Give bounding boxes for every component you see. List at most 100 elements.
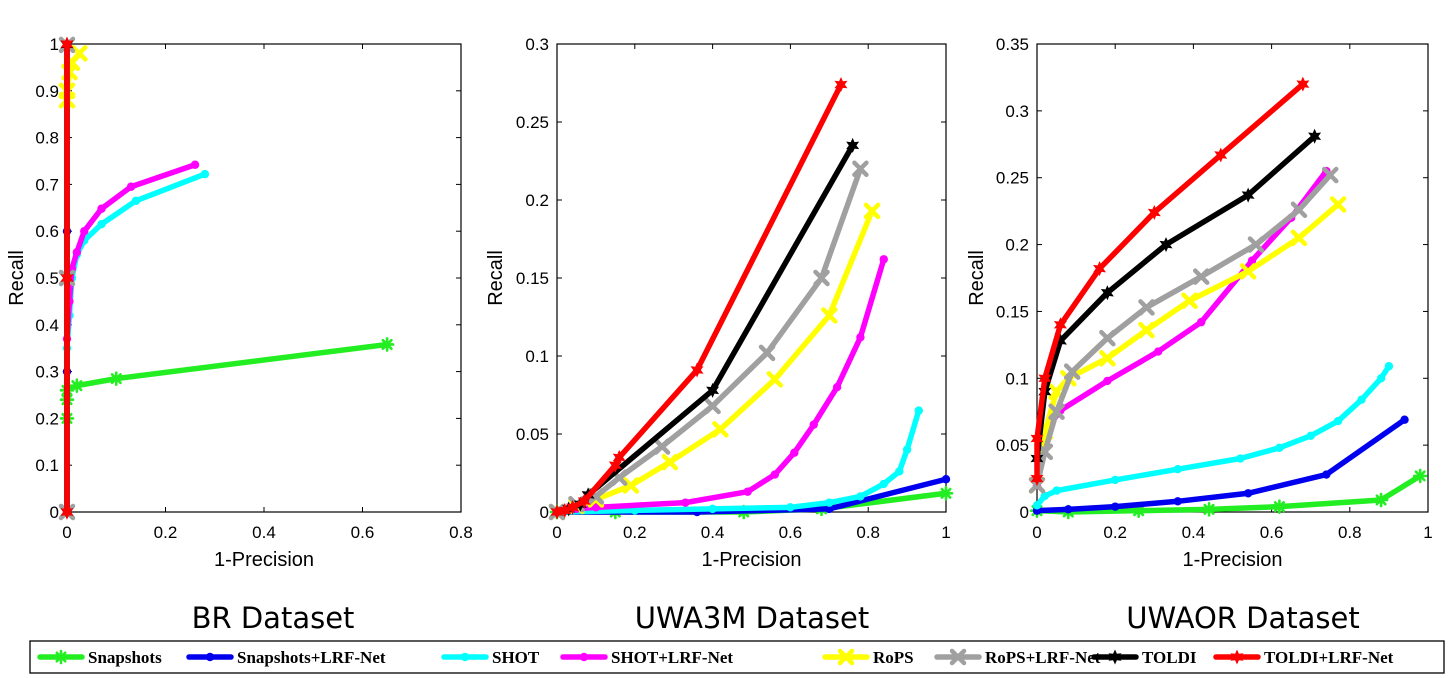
data-point — [612, 449, 626, 465]
data-point — [1384, 362, 1394, 371]
data-point — [379, 337, 395, 352]
panel-title-uwa3m: UWA3M Dataset — [635, 601, 869, 635]
axes-box — [556, 43, 947, 513]
x-tick-label: 0.2 — [623, 523, 647, 542]
series-line — [554, 166, 864, 515]
legend-marker — [579, 652, 589, 662]
y-tick-label: 0.5 — [35, 269, 59, 288]
data-point — [1272, 499, 1287, 514]
y-tick-label: 0 — [50, 503, 59, 522]
y-tick-label: 0 — [1020, 503, 1029, 522]
data-point — [1173, 497, 1182, 506]
data-point — [1333, 416, 1343, 426]
axes-box — [66, 43, 462, 513]
series-shot — [62, 169, 210, 353]
data-point — [902, 445, 912, 454]
data-point — [825, 498, 834, 507]
data-point — [1100, 285, 1114, 301]
x-tick-label: 0.2 — [154, 523, 178, 542]
y-tick-label: 0.6 — [35, 222, 59, 241]
data-point — [1030, 471, 1044, 487]
series-rops — [1028, 196, 1347, 494]
data-point — [1412, 468, 1428, 484]
data-point — [1241, 187, 1255, 203]
y-tick-label: 0.35 — [996, 35, 1029, 54]
data-point — [834, 77, 848, 93]
legend-label: TOLDI+LRF-Net — [1264, 648, 1394, 667]
data-point — [766, 371, 784, 388]
data-point — [770, 470, 780, 479]
series-shot-lrf-net — [62, 160, 200, 344]
series-shot-lrf-net — [1032, 166, 1331, 490]
legend-entry-rops-lrf-net: RoPS+LRF-Net — [934, 648, 1101, 667]
y-tick-label: 0.05 — [996, 436, 1029, 455]
series-line — [1034, 172, 1333, 489]
x-tick-label: 0 — [1032, 523, 1041, 542]
y-tick-label: 0.2 — [35, 409, 59, 428]
data-point — [60, 270, 74, 286]
data-point — [1131, 503, 1146, 518]
y-tick-label: 0.15 — [516, 269, 549, 288]
data-point — [80, 227, 89, 236]
series-shot — [552, 406, 923, 517]
legend-marker — [837, 648, 855, 666]
y-tick-label: 0.2 — [525, 191, 549, 210]
data-point — [1322, 470, 1331, 479]
legend: Snapshots Snapshots+LRF-Net SHOT SHOT+LRF-N… — [29, 640, 1445, 674]
data-point — [1111, 475, 1120, 485]
data-point — [1030, 430, 1044, 446]
legend-label: SHOT — [492, 648, 540, 667]
data-point — [681, 498, 690, 507]
panel-title-br: BR Dataset — [192, 601, 355, 635]
y-tick-label: 0.05 — [516, 425, 549, 444]
legend-label: RoPS — [873, 648, 914, 667]
data-point — [1247, 236, 1265, 253]
legend-label: Snapshots+LRF-Net — [237, 648, 386, 667]
data-point — [706, 382, 720, 398]
data-point — [758, 344, 776, 362]
y-tick-label: 0.1 — [1005, 369, 1029, 388]
data-point — [1099, 349, 1116, 367]
data-point — [1308, 128, 1322, 144]
data-point — [1197, 317, 1206, 327]
data-point — [1329, 196, 1347, 213]
chart-panel-2: 0 0.2 0.4 0.6 0.8 1 0 0.05 0.1 0.15 0.2 0.25 0.3 0.35… — [966, 35, 1433, 571]
x-tick-label: 0 — [62, 523, 71, 542]
y-tick-label: 0.3 — [1005, 102, 1029, 121]
legend-entry-toldi-lrf-net: TOLDI+LRF-Net — [1213, 648, 1394, 667]
data-point — [941, 475, 951, 484]
series-snapshots-lrf-net — [1032, 415, 1409, 515]
legend-marker — [53, 649, 69, 665]
data-point — [126, 182, 136, 191]
data-point — [200, 169, 210, 179]
data-point — [938, 485, 954, 501]
data-point — [97, 219, 106, 229]
y-tick-label: 0.3 — [35, 363, 59, 382]
series-line — [1034, 363, 1392, 509]
data-point — [1290, 229, 1308, 247]
x-tick-label: 0.2 — [1103, 523, 1127, 542]
data-point — [704, 397, 721, 415]
data-point — [825, 504, 834, 514]
data-point — [1099, 329, 1116, 347]
legend-label: SHOT+LRF-Net — [611, 648, 733, 667]
data-point — [1236, 454, 1245, 463]
data-point — [852, 160, 869, 178]
data-point — [630, 506, 639, 515]
y-tick-label: 0.7 — [35, 175, 59, 194]
data-point — [653, 438, 671, 455]
data-point — [1239, 263, 1257, 280]
data-point — [97, 204, 106, 213]
legend-entry-rops: RoPS — [822, 648, 914, 667]
series-snapshots — [59, 337, 395, 426]
data-point — [71, 45, 88, 62]
series-shot — [1032, 362, 1394, 510]
data-point — [108, 371, 124, 386]
y-axis-label: Recall — [485, 250, 507, 306]
y-tick-label: 0.4 — [35, 316, 59, 335]
data-point — [743, 487, 752, 496]
data-point — [69, 378, 85, 393]
data-point — [1373, 492, 1389, 508]
x-tick-label: 1 — [941, 523, 950, 542]
